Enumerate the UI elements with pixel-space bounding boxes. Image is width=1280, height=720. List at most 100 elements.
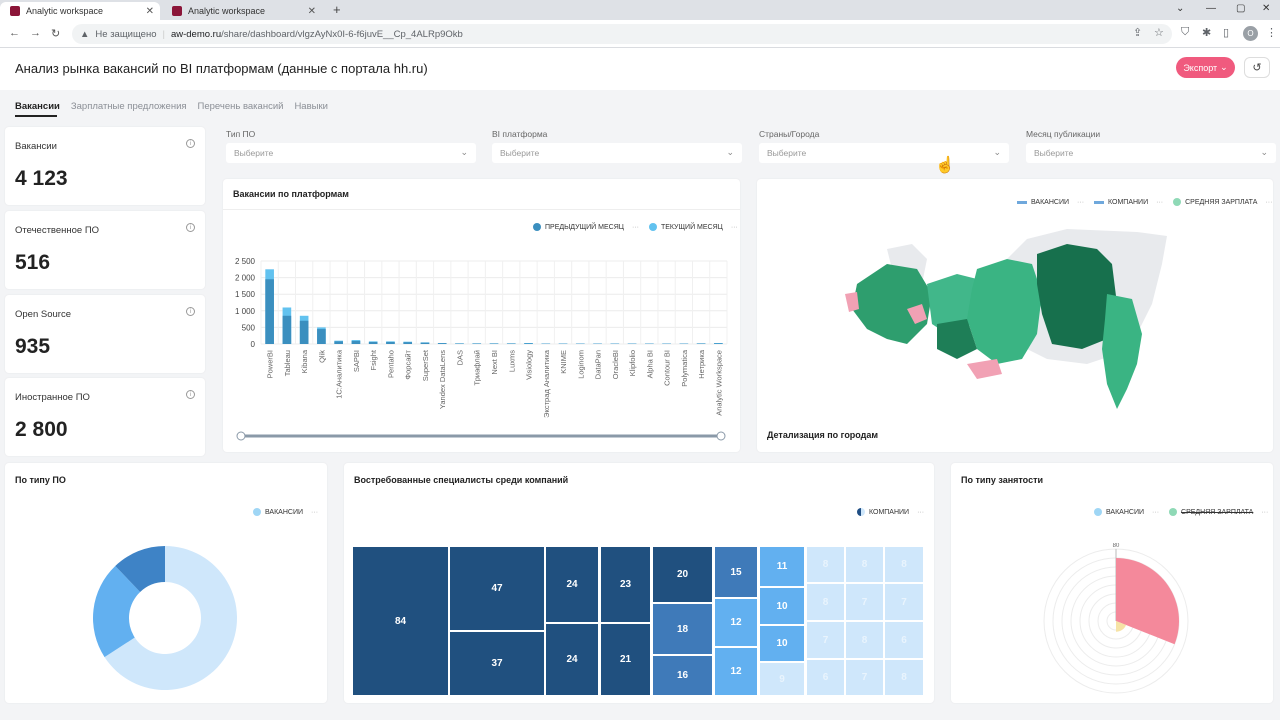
more-icon[interactable]: ··· — [311, 508, 319, 516]
treemap-cell[interactable]: 10 — [760, 588, 804, 624]
treemap-cell[interactable]: 8 — [807, 584, 844, 620]
treemap-cell[interactable]: 6 — [885, 622, 923, 658]
treemap-cell[interactable]: 8 — [846, 547, 883, 582]
treemap-cell[interactable]: 15 — [715, 547, 757, 597]
star-icon[interactable]: ☆ — [1154, 27, 1164, 39]
legend-label[interactable]: ВАКАНСИИ — [1106, 508, 1145, 516]
treemap-chart[interactable]: 84 47 37 24 24 23 21 20 18 16 15 12 12 11 10 10 9 8 8 8 8 7 7 7… — [353, 547, 923, 695]
russia-map[interactable] — [837, 224, 1177, 419]
more-icon[interactable]: ··· — [917, 508, 925, 516]
treemap-cell[interactable]: 21 — [601, 624, 650, 695]
treemap-cell[interactable]: 10 — [760, 626, 804, 661]
back-icon[interactable]: ← — [9, 27, 20, 39]
map-region-far-east[interactable] — [1102, 294, 1142, 409]
export-button[interactable]: Экспорт ⌄ — [1176, 57, 1235, 78]
treemap-cell[interactable]: 9 — [760, 663, 804, 695]
more-icon[interactable]: ··· — [631, 223, 639, 231]
legend-label[interactable]: СРЕДНЯЯ ЗАРПЛАТА — [1181, 508, 1254, 516]
browser-tab[interactable]: Analytic workspace ✕ — [162, 2, 322, 20]
treemap-cell[interactable]: 84 — [353, 547, 448, 695]
share-icon[interactable]: ⇪ — [1133, 27, 1143, 39]
treemap-cell[interactable]: 7 — [885, 584, 923, 620]
map-footer-title[interactable]: Детализация по городам — [767, 430, 879, 440]
treemap-cell[interactable]: 7 — [846, 584, 883, 620]
close-tab-icon[interactable]: ✕ — [307, 5, 316, 17]
map-region[interactable] — [937, 319, 977, 359]
info-icon[interactable]: i — [186, 223, 195, 232]
treemap-cell[interactable]: 23 — [601, 547, 650, 622]
legend-label[interactable]: КОМПАНИИ — [869, 508, 910, 516]
filter-placeholder: Выберите — [234, 148, 274, 158]
more-icon[interactable]: ··· — [1265, 198, 1273, 206]
url-input[interactable]: ▲ Не защищено | aw-demo.ru /share/dashbo… — [72, 24, 1172, 44]
treemap-cell[interactable]: 7 — [846, 660, 883, 695]
filter-month-select[interactable]: Выберите ⌄ — [1026, 143, 1276, 163]
treemap-cell[interactable]: 12 — [715, 648, 757, 695]
treemap-cell[interactable]: 8 — [807, 547, 844, 582]
map-region-pink[interactable] — [845, 292, 859, 312]
filter-software-type-select[interactable]: Выберите ⌄ — [226, 143, 476, 163]
new-tab-button[interactable]: + — [333, 2, 341, 17]
close-window-icon[interactable]: ✕ — [1262, 3, 1271, 14]
more-icon[interactable]: ··· — [1156, 198, 1164, 206]
map-region-pink[interactable] — [967, 359, 1002, 379]
filter-bi-platform-select[interactable]: Выберите ⌄ — [492, 143, 742, 163]
extensions-icon[interactable]: ✱ — [1202, 27, 1212, 39]
forward-icon[interactable]: → — [30, 27, 41, 39]
legend-label[interactable]: КОМПАНИИ — [1108, 198, 1149, 206]
more-icon[interactable]: ··· — [1077, 198, 1085, 206]
sidebar-icon[interactable]: ▯ — [1223, 27, 1230, 39]
treemap-cell[interactable]: 12 — [715, 599, 757, 646]
treemap-cell[interactable]: 6 — [807, 660, 844, 695]
tab-vacancy-list[interactable]: Перечень вакансий — [197, 101, 284, 112]
browser-tab-active[interactable]: Analytic workspace ✕ — [0, 2, 160, 20]
kpi-label: Вакансии — [15, 141, 57, 152]
treemap-cell[interactable]: 37 — [450, 632, 544, 695]
info-icon[interactable]: i — [186, 307, 195, 316]
treemap-cell[interactable]: 18 — [653, 604, 712, 654]
treemap-cell[interactable]: 8 — [885, 547, 923, 582]
more-icon[interactable]: ··· — [730, 223, 738, 231]
legend-label[interactable]: СРЕДНЯЯ ЗАРПЛАТА — [1185, 198, 1258, 206]
treemap-cell[interactable]: 8 — [885, 660, 923, 695]
map-region-siberia-west[interactable] — [967, 259, 1042, 364]
bar-chart[interactable]: 0 500 1 000 1 500 2 000 2 500 PowerBI Tableau Ki… — [223, 239, 740, 452]
more-icon[interactable]: ··· — [1152, 508, 1160, 516]
menu-icon[interactable]: ⋮ — [1266, 27, 1277, 39]
treemap-cell[interactable]: 11 — [760, 547, 804, 586]
bar-previous-month — [386, 342, 395, 344]
tab-vacancies[interactable]: Вакансии — [15, 101, 60, 112]
tab-skills[interactable]: Навыки — [294, 101, 328, 112]
legend-label[interactable]: ПРЕДЫДУЩИЙ МЕСЯЦ — [545, 223, 624, 231]
treemap-cell[interactable]: 7 — [807, 622, 844, 658]
avatar[interactable]: O — [1243, 26, 1258, 41]
maximize-icon[interactable]: ▢ — [1236, 3, 1246, 14]
legend-label[interactable]: ТЕКУЩИЙ МЕСЯЦ — [660, 223, 723, 231]
more-icon[interactable]: ··· — [1261, 508, 1269, 516]
map-region-pink[interactable] — [907, 304, 927, 324]
info-icon[interactable]: i — [186, 390, 195, 399]
donut-chart[interactable] — [85, 538, 245, 698]
kpi-card-foreign: Иностранное ПО i 2 800 — [5, 378, 205, 456]
reload-icon[interactable]: ↻ — [51, 28, 61, 40]
info-icon[interactable]: i — [186, 139, 195, 148]
legend-label[interactable]: ВАКАНСИИ — [265, 508, 304, 516]
history-button[interactable]: ↺ — [1244, 57, 1270, 78]
treemap-cell[interactable]: 24 — [546, 547, 598, 622]
treemap-cell[interactable]: 47 — [450, 547, 544, 630]
legend-swatch — [857, 508, 865, 516]
treemap-cell[interactable]: 16 — [653, 656, 712, 695]
treemap-cell[interactable]: 24 — [546, 624, 598, 695]
treemap-cell[interactable]: 8 — [846, 622, 883, 658]
polar-chart[interactable]: 80 — [1036, 543, 1196, 703]
filter-countries-select[interactable]: Выберите ⌄ — [759, 143, 1009, 163]
tab-salary[interactable]: Зарплатные предложения — [70, 101, 187, 112]
minimize-icon[interactable]: — — [1206, 3, 1216, 14]
chevron-down-icon[interactable]: ⌄ — [1176, 3, 1185, 14]
close-tab-icon[interactable]: ✕ — [145, 5, 154, 17]
map-region-siberia-east[interactable] — [1037, 244, 1117, 349]
shield-icon[interactable]: ⛉ — [1181, 26, 1190, 38]
map-region-europe[interactable] — [852, 264, 932, 344]
legend-label[interactable]: ВАКАНСИИ — [1031, 198, 1070, 206]
treemap-cell[interactable]: 20 — [653, 547, 712, 602]
